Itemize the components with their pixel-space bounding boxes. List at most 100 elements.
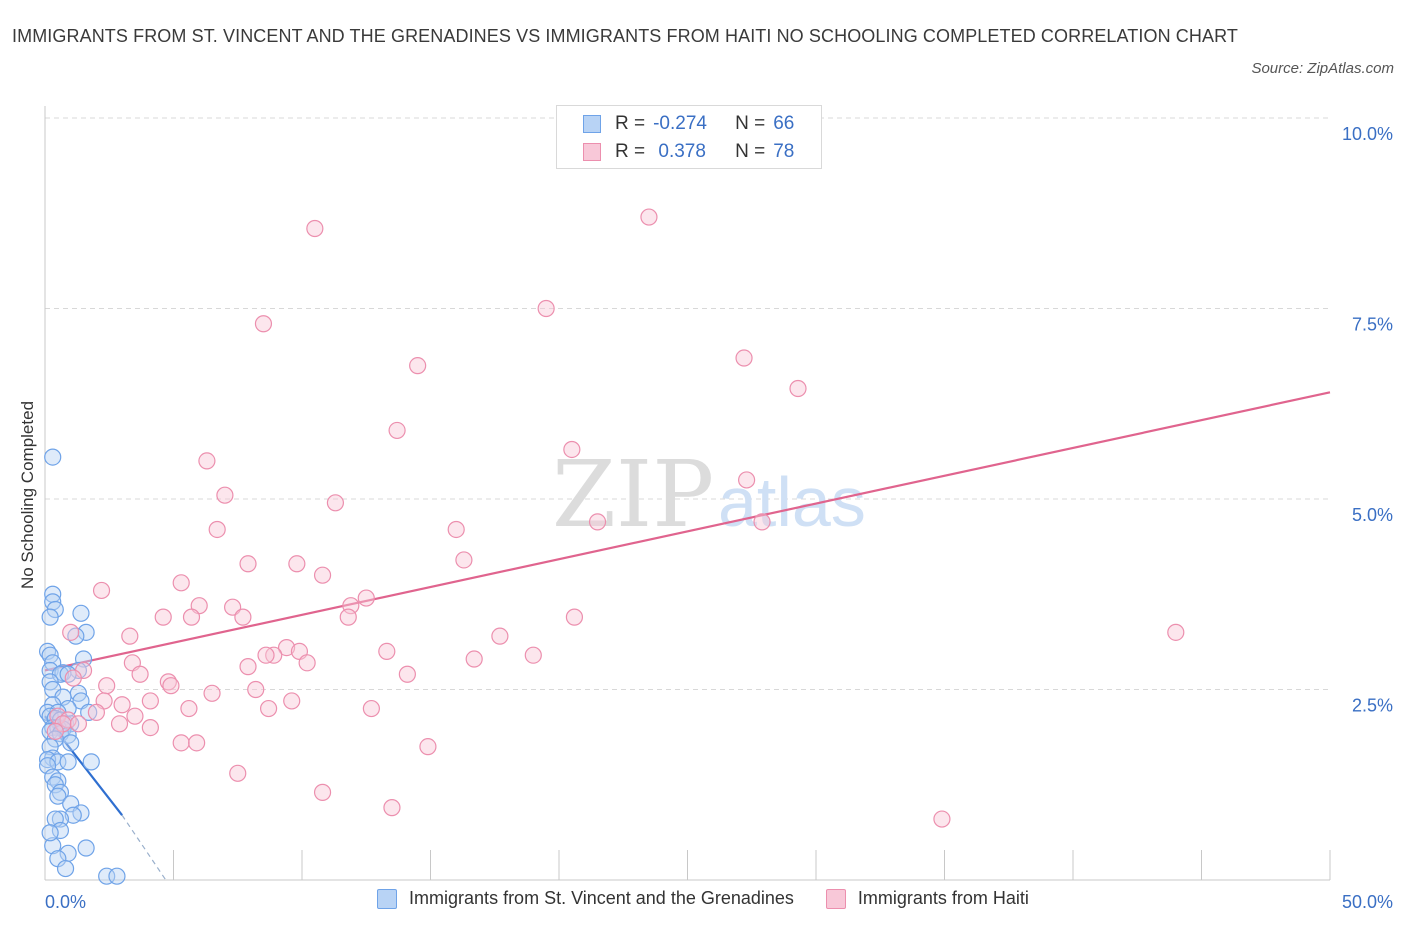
point-haiti (537, 299, 555, 318)
legend-label: Immigrants from St. Vincent and the Gren… (409, 888, 794, 908)
point-haiti (208, 520, 226, 539)
point-haiti (216, 486, 234, 504)
point-haiti (257, 646, 275, 664)
point-haiti (234, 608, 252, 626)
point-haiti (62, 623, 80, 641)
point-st-vincent (72, 604, 90, 622)
x-tick-label: 0.0% (45, 892, 86, 912)
y-tick-label: 10.0% (1342, 124, 1393, 144)
point-haiti (247, 680, 265, 699)
y-tick-label: 7.5% (1352, 315, 1393, 335)
point-haiti (162, 677, 180, 695)
y-tick-label: 2.5% (1352, 696, 1393, 716)
point-haiti (121, 627, 139, 645)
legend-row-pink: R = 0.378 N = 78 (583, 140, 794, 164)
point-haiti (172, 734, 190, 752)
point-st-vincent (51, 821, 70, 840)
point-haiti (229, 764, 247, 782)
point-haiti (735, 349, 753, 367)
point-haiti (326, 494, 345, 512)
blue-swatch (377, 888, 398, 909)
point-haiti (447, 520, 465, 539)
point-haiti (239, 555, 257, 573)
point-haiti (69, 715, 88, 733)
point-haiti (933, 810, 951, 828)
point-st-vincent (62, 734, 80, 752)
point-haiti (524, 646, 542, 664)
point-haiti (640, 208, 658, 226)
point-haiti (141, 718, 159, 737)
point-st-vincent (41, 824, 59, 842)
point-haiti (465, 650, 483, 668)
point-haiti (306, 219, 324, 238)
point-haiti (277, 638, 296, 657)
legend-row-blue: R = -0.274 N = 66 (583, 112, 794, 136)
point-haiti (203, 684, 221, 702)
point-st-vincent (59, 753, 77, 771)
point-haiti (182, 608, 201, 626)
watermark-zip: ZIP (552, 441, 714, 548)
point-haiti (98, 677, 116, 695)
point-haiti (224, 598, 242, 616)
legend-item-st-vincent: Immigrants from St. Vincent and the Gren… (377, 888, 794, 909)
point-haiti (283, 692, 301, 710)
point-haiti (789, 379, 807, 398)
point-haiti (131, 665, 149, 683)
point-st-vincent (44, 837, 62, 855)
pink-swatch (825, 888, 846, 909)
n-label: N = (735, 113, 766, 134)
point-haiti (491, 627, 509, 645)
point-haiti (378, 642, 396, 661)
point-haiti (172, 574, 190, 592)
point-haiti (362, 699, 380, 718)
point-haiti (64, 669, 82, 687)
point-haiti (388, 421, 406, 440)
point-haiti (46, 722, 64, 741)
watermark: ZIP atlas (552, 441, 866, 548)
pink-swatch (583, 143, 601, 161)
point-haiti (298, 654, 316, 672)
point-haiti (588, 513, 607, 531)
point-haiti (313, 566, 332, 584)
point-haiti (259, 699, 278, 718)
n-value: 66 (773, 113, 795, 134)
tick-labels: 2.5% 5.0% 7.5% 10.0% 0.0% 50.0% (45, 124, 1393, 912)
r-value: 0.378 (653, 141, 706, 162)
point-st-vincent (56, 859, 75, 878)
point-st-vincent (64, 806, 82, 824)
point-haiti (254, 315, 273, 333)
point-haiti (1167, 623, 1185, 641)
correlation-legend: R = -0.274 N = 66 R = 0.378 N = 78 (556, 105, 822, 169)
point-st-vincent (38, 751, 57, 769)
point-haiti (141, 692, 159, 710)
point-st-vincent (41, 608, 59, 626)
point-haiti (563, 440, 581, 459)
point-haiti (188, 734, 206, 752)
data-points (38, 208, 1185, 885)
point-haiti (92, 581, 111, 600)
point-haiti (455, 551, 473, 569)
point-haiti (126, 707, 144, 725)
source-label: Source: ZipAtlas.com (1251, 60, 1394, 77)
r-label: R = (615, 113, 646, 134)
point-st-vincent (77, 839, 95, 857)
point-haiti (753, 513, 771, 531)
point-st-vincent (44, 448, 62, 466)
point-haiti (239, 658, 257, 676)
n-label: N = (735, 141, 766, 162)
point-haiti (565, 608, 584, 626)
point-haiti (313, 783, 332, 801)
r-label: R = (615, 141, 646, 162)
axes (44, 106, 1330, 881)
point-haiti (357, 589, 375, 607)
chart-title: IMMIGRANTS FROM ST. VINCENT AND THE GREN… (12, 26, 1238, 46)
trend-line-st-vincent-extension (121, 814, 167, 881)
point-haiti (339, 608, 357, 626)
point-haiti (738, 471, 756, 489)
legend-label: Immigrants from Haiti (857, 888, 1029, 908)
point-haiti (154, 608, 172, 626)
trend-line-haiti (44, 391, 1331, 672)
point-haiti (409, 357, 427, 375)
x-tick-label: 50.0% (1342, 892, 1393, 912)
